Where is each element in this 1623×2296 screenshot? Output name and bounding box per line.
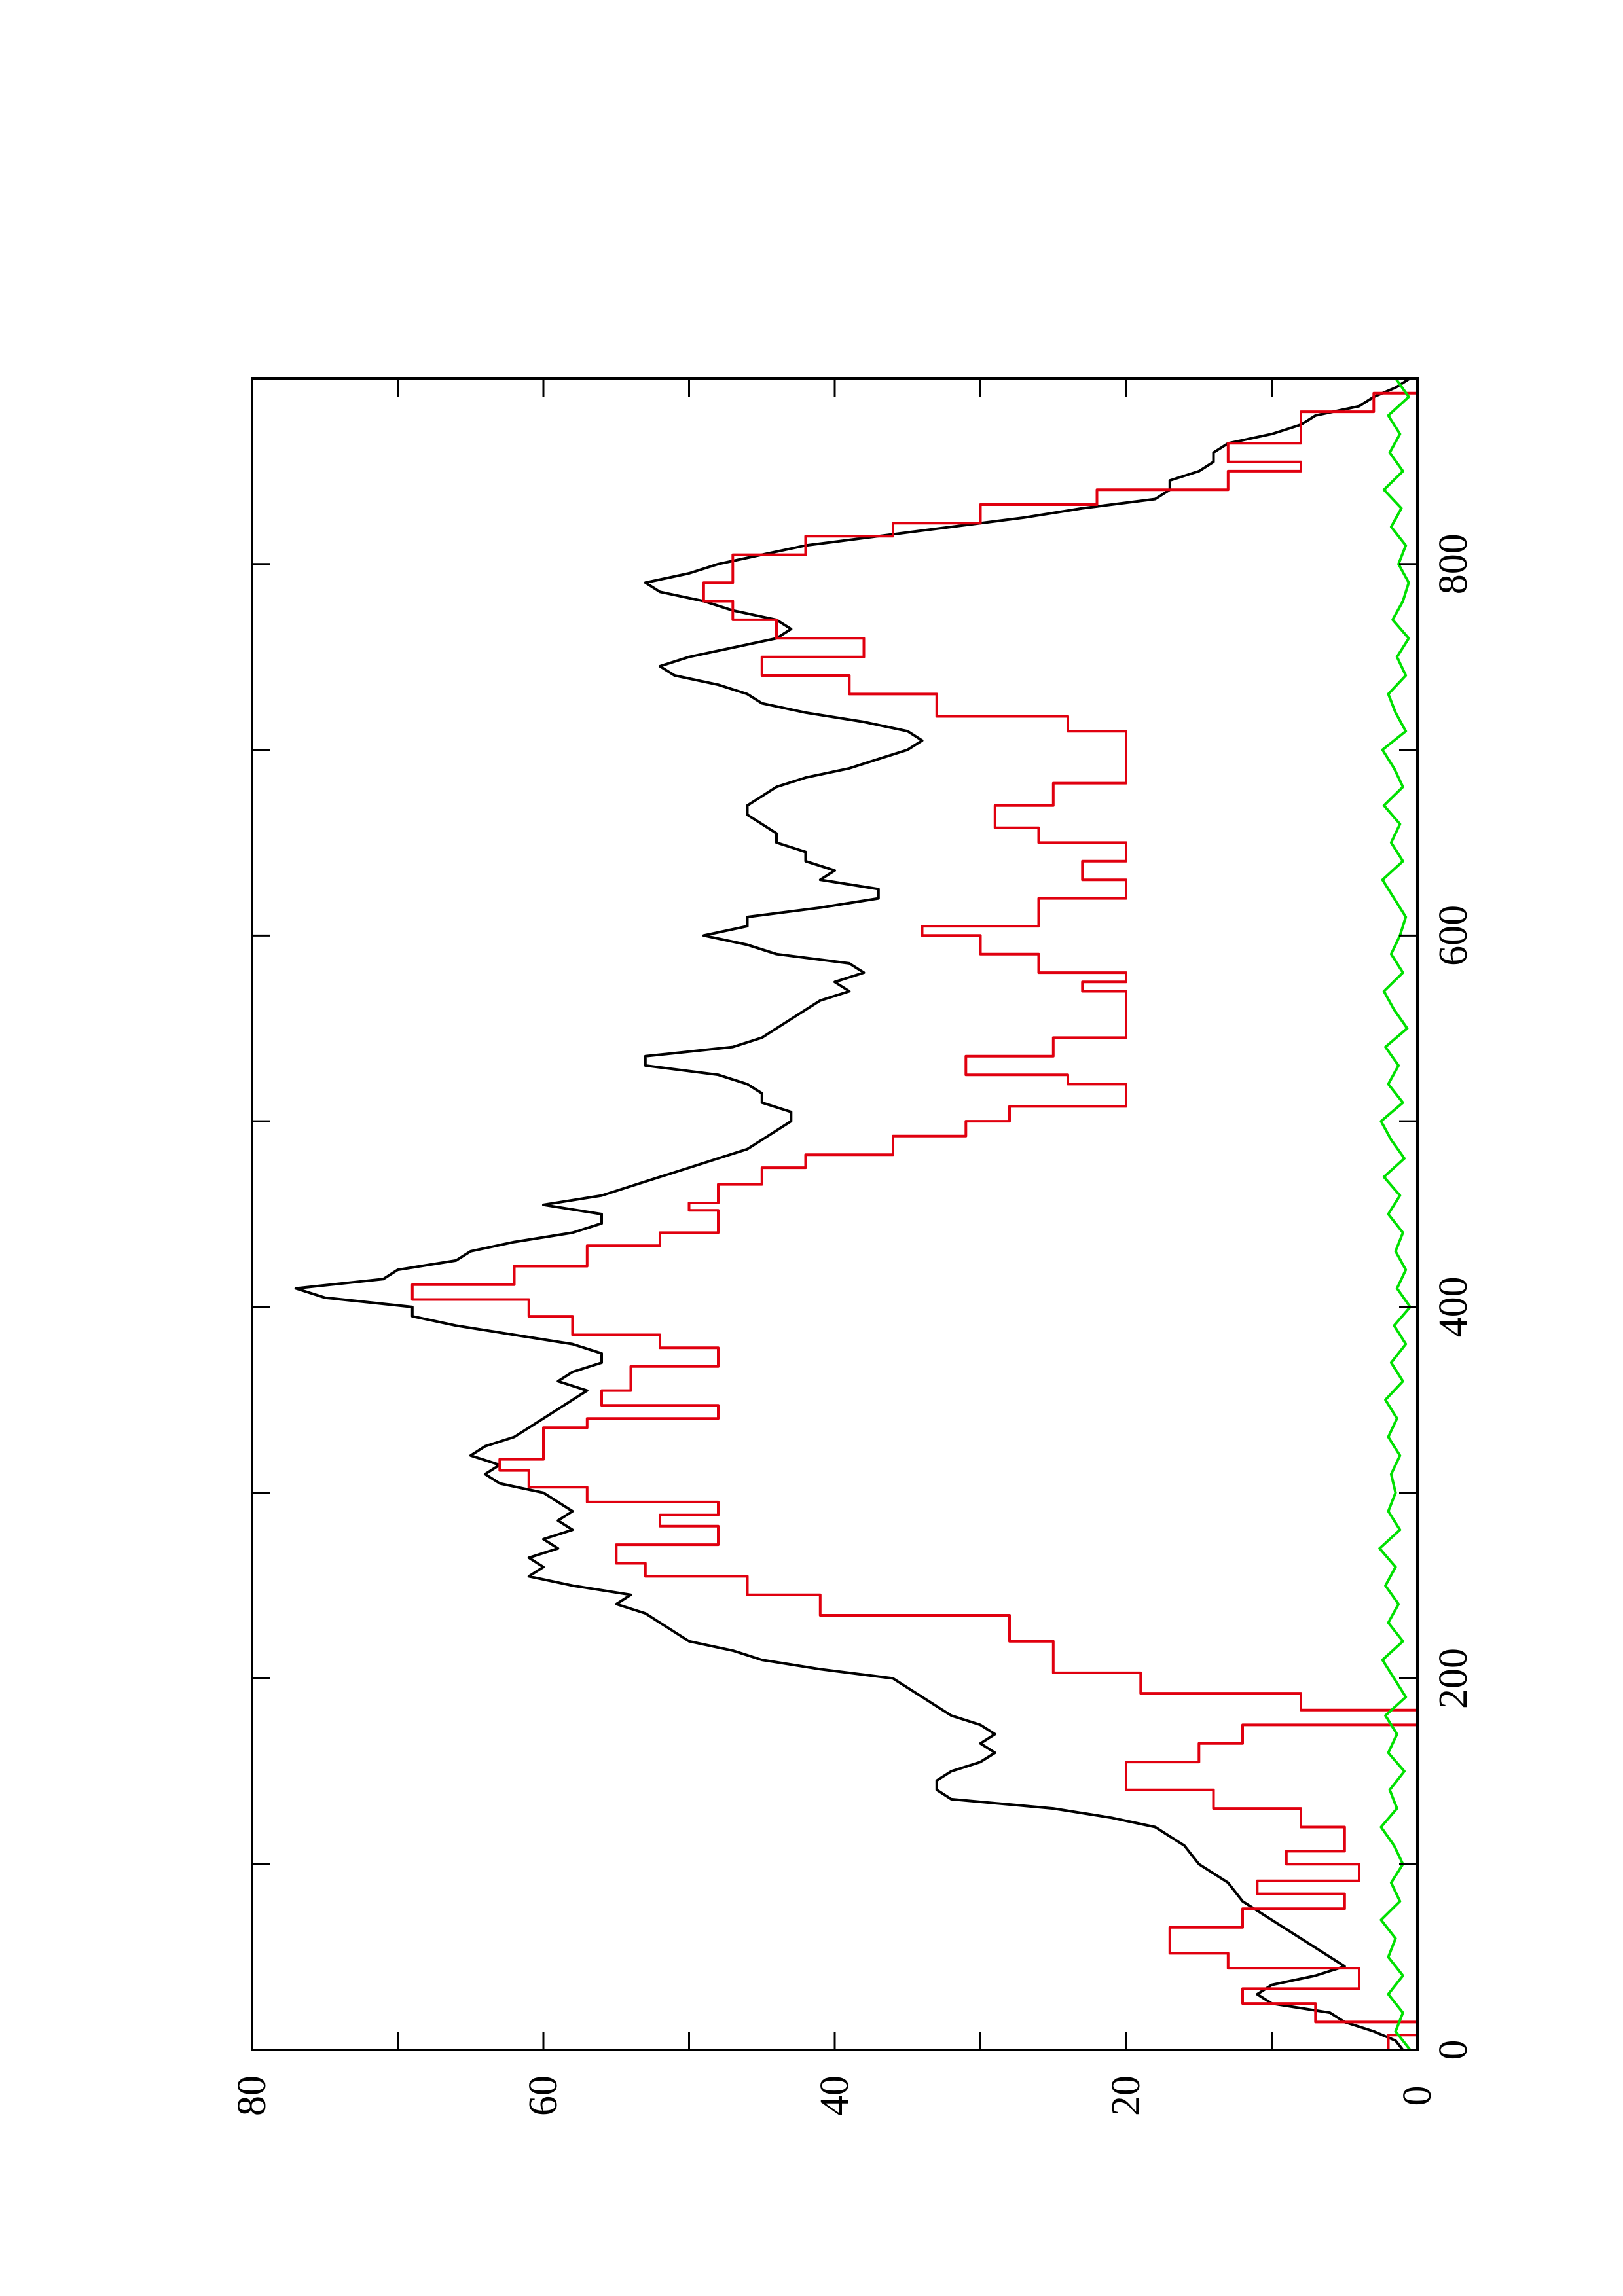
x-tick-label: 200 bbox=[1431, 1648, 1476, 1709]
y-tick-label: 60 bbox=[521, 2075, 566, 2116]
plot-frame bbox=[251, 377, 1419, 2051]
red-series-line bbox=[410, 378, 1419, 2050]
x-tick-label: 0 bbox=[1431, 2040, 1476, 2060]
tick-labels-layer: 0 200 400 600 800 0 20 40 60 80 bbox=[230, 533, 1476, 2116]
x-tick-label: 400 bbox=[1431, 1276, 1476, 1337]
y-tick-label: 0 bbox=[1395, 2086, 1440, 2106]
black-series-line bbox=[294, 377, 1411, 2051]
y-tick-label: 20 bbox=[1104, 2075, 1148, 2116]
green-series-line bbox=[1378, 377, 1412, 2051]
y-tick-label: 80 bbox=[230, 2075, 274, 2116]
x-tick-label: 600 bbox=[1431, 905, 1476, 966]
series-layer bbox=[294, 377, 1419, 2051]
x-tick-label: 800 bbox=[1431, 533, 1476, 594]
y-tick-label: 40 bbox=[812, 2075, 857, 2116]
